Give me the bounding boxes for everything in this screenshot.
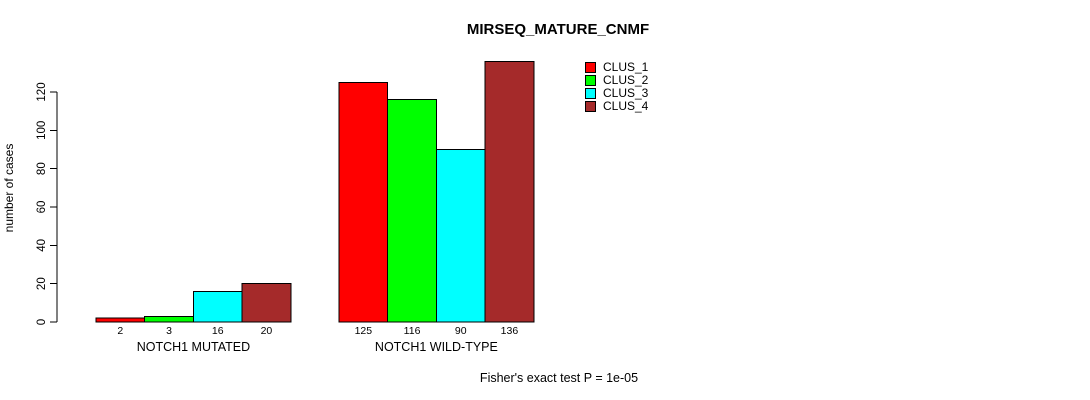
legend: CLUS_1 CLUS_2 CLUS_3 CLUS_4 <box>585 61 648 113</box>
y-axis-tick-label: 60 <box>36 201 48 214</box>
legend-swatch-clus_4 <box>585 101 596 112</box>
bar-clus_1-group1 <box>95 317 146 323</box>
bar-clus_4-group2 <box>484 60 535 323</box>
y-axis-tick-label: 100 <box>36 121 48 140</box>
legend-row-clus_4: CLUS_4 <box>585 100 648 113</box>
y-axis-tick-label: 20 <box>36 277 48 290</box>
bar-clus_4-group1 <box>241 283 292 323</box>
legend-row-clus_3: CLUS_3 <box>585 87 648 100</box>
bar-clus_2-group1 <box>144 315 194 323</box>
legend-row-clus_1: CLUS_1 <box>585 61 648 74</box>
legend-label: CLUS_1 <box>603 60 649 74</box>
x-axis-group-label: NOTCH1 WILD-TYPE <box>375 340 498 354</box>
y-axis-tick-label: 40 <box>36 239 48 252</box>
legend-label: CLUS_2 <box>603 73 649 87</box>
bar-value-label: 116 <box>404 325 421 337</box>
chart-title: MIRSEQ_MATURE_CNMF <box>466 21 650 38</box>
legend-row-clus_2: CLUS_2 <box>585 74 648 87</box>
bar-value-label: 90 <box>455 325 467 337</box>
y-axis-tick-label: 0 <box>36 319 48 325</box>
bar-value-label: 125 <box>355 325 373 337</box>
legend-swatch-clus_3 <box>585 88 596 99</box>
legend-swatch-clus_1 <box>585 62 596 73</box>
bar-value-label: 136 <box>501 325 519 337</box>
footnote-fishers-test: Fisher's exact test P = 1e-05 <box>479 371 639 385</box>
bar-value-label: 3 <box>166 325 172 337</box>
bar-value-label: 20 <box>261 325 273 337</box>
legend-label: CLUS_4 <box>603 99 649 113</box>
bar-clus_1-group2 <box>338 81 389 323</box>
legend-label: CLUS_3 <box>603 86 649 100</box>
legend-swatch-clus_2 <box>585 75 596 86</box>
y-axis-tick-label: 80 <box>36 162 48 175</box>
y-axis-tick-label: 120 <box>36 82 48 101</box>
bar-clus_3-group2 <box>435 149 486 323</box>
bar-clus_3-group1 <box>192 290 243 323</box>
y-axis-label: number of cases <box>2 143 16 233</box>
x-axis-group-label: NOTCH1 MUTATED <box>137 340 250 354</box>
bar-value-label: 16 <box>212 325 224 337</box>
bar-clus_2-group2 <box>387 99 437 323</box>
bar-value-label: 2 <box>117 325 123 337</box>
